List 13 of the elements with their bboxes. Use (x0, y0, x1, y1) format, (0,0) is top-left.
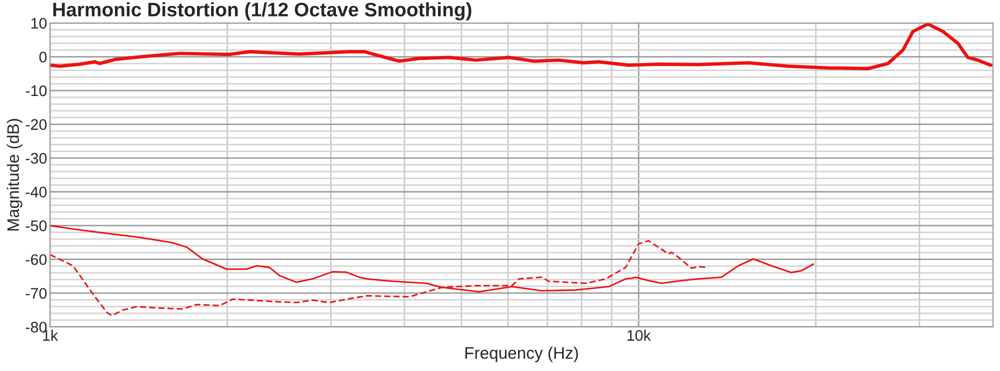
y-tick-label: -50 (26, 220, 47, 232)
y-axis-title: Magnitude (dB) (6, 118, 22, 231)
y-tick-label: -40 (26, 186, 47, 198)
y-tick-label: 0 (39, 52, 47, 62)
chart-title: Harmonic Distortion (1/12 Octave Smoothing) (53, 2, 472, 20)
y-tick-label: -20 (26, 119, 47, 130)
y-tick-label: -30 (26, 152, 47, 164)
y-tick-label: 10 (31, 18, 47, 29)
y-tick-label: -60 (26, 254, 47, 266)
y-tick-label: -70 (26, 288, 47, 299)
x-tick-label: 10k (627, 330, 651, 341)
x-axis-title: Frequency (Hz) (465, 346, 578, 362)
y-tick-label: -10 (26, 85, 47, 96)
